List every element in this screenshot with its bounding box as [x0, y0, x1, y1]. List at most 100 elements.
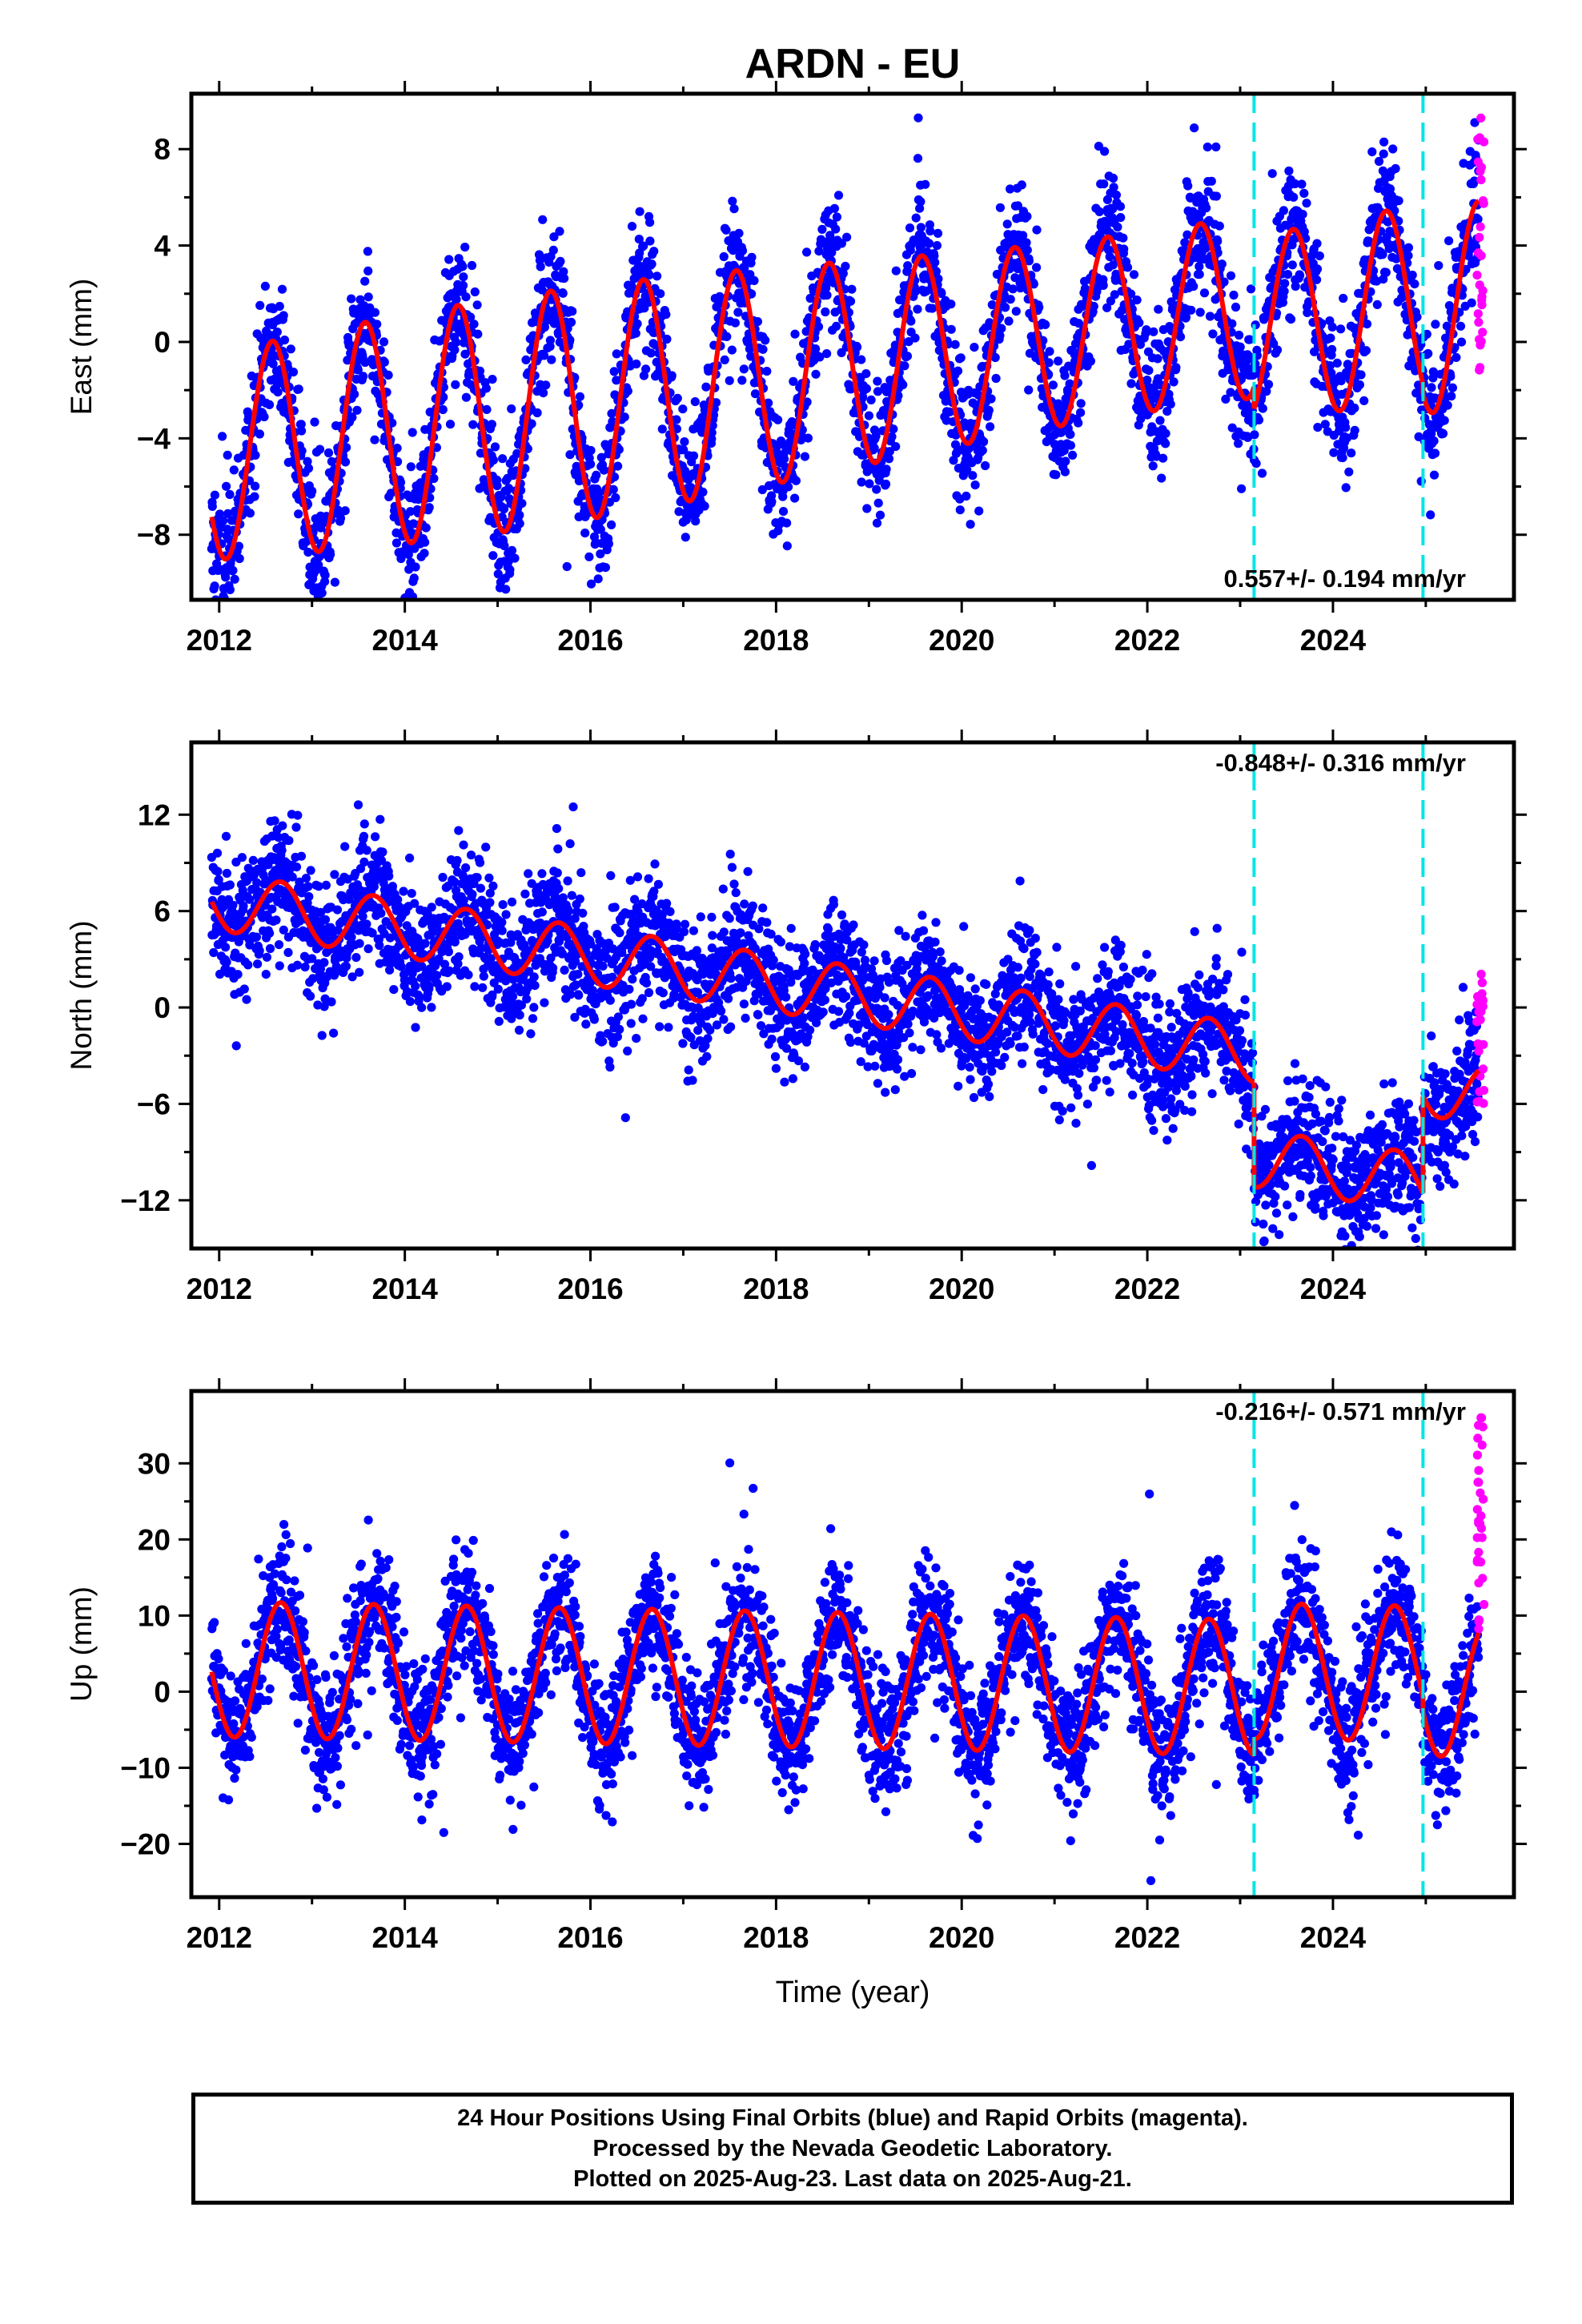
final-point [396, 962, 406, 971]
final-point [251, 932, 261, 942]
final-point [523, 444, 532, 454]
final-point [681, 533, 690, 542]
final-point [259, 412, 269, 422]
final-point [747, 252, 757, 262]
final-point [353, 800, 363, 810]
final-point [296, 851, 307, 861]
final-point [541, 380, 551, 390]
final-point [278, 821, 287, 830]
final-point [294, 509, 303, 519]
final-point [363, 247, 372, 256]
final-point [452, 295, 461, 304]
final-point [1361, 346, 1371, 356]
final-point [1254, 415, 1264, 425]
final-point [725, 376, 734, 385]
final-point [970, 480, 980, 490]
final-point [405, 853, 415, 862]
final-point [986, 422, 995, 432]
final-point [284, 836, 294, 846]
final-point [700, 501, 709, 511]
final-point [811, 344, 821, 354]
final-point [409, 573, 419, 583]
final-point [926, 226, 935, 236]
final-point [228, 565, 238, 575]
final-point [605, 995, 615, 1005]
final-point [488, 375, 497, 384]
final-point [1001, 303, 1010, 312]
final-point [255, 429, 264, 439]
final-point [438, 872, 448, 883]
final-point [817, 224, 827, 234]
final-point [461, 292, 471, 302]
final-point [563, 876, 572, 886]
final-point [537, 869, 547, 879]
final-point [340, 842, 350, 851]
final-point [363, 944, 373, 954]
final-point [921, 179, 930, 189]
final-point [539, 388, 548, 398]
final-point [379, 357, 389, 367]
rapid-point [1479, 137, 1489, 147]
final-point [231, 1041, 241, 1051]
final-point [359, 819, 369, 829]
final-point [405, 997, 415, 1007]
final-point [1315, 251, 1324, 261]
final-point [598, 961, 608, 971]
final-point [1456, 321, 1466, 331]
final-point [1429, 436, 1439, 446]
final-point [222, 868, 231, 879]
final-point [1344, 467, 1354, 476]
final-point [679, 445, 689, 455]
final-point [1452, 352, 1461, 362]
final-point [847, 284, 857, 294]
final-point [864, 411, 873, 420]
final-point [631, 328, 640, 338]
final-point [1347, 448, 1356, 458]
final-point [1105, 252, 1114, 262]
final-point [526, 1029, 536, 1039]
final-point [881, 464, 891, 474]
final-point [721, 225, 731, 235]
final-point [782, 541, 792, 551]
final-point [1284, 166, 1294, 176]
x-tick-label: 2020 [929, 624, 994, 657]
final-point [632, 319, 642, 328]
final-point [905, 223, 915, 233]
final-point [873, 498, 883, 508]
final-point [913, 304, 922, 314]
final-point [608, 485, 618, 494]
final-point [530, 981, 540, 991]
final-point [837, 239, 846, 248]
final-point [451, 380, 460, 389]
final-point [520, 889, 530, 899]
final-point [767, 497, 777, 507]
final-point [757, 485, 767, 495]
final-point [627, 999, 636, 1009]
final-point [421, 523, 431, 533]
final-point [555, 227, 564, 236]
final-point [460, 243, 470, 252]
final-point [645, 218, 655, 227]
final-point [507, 545, 517, 556]
final-point [221, 831, 231, 841]
final-point [404, 549, 413, 560]
final-point [1341, 423, 1351, 432]
final-point [1004, 316, 1014, 326]
final-point [245, 509, 255, 518]
final-point [1327, 322, 1337, 332]
final-point [538, 215, 548, 224]
final-point [362, 846, 371, 855]
final-point [615, 1024, 624, 1034]
final-point [493, 984, 503, 994]
final-point [501, 585, 511, 594]
final-point [1298, 210, 1307, 219]
final-point [762, 367, 772, 376]
rapid-point [1476, 336, 1486, 346]
final-point [438, 404, 448, 415]
final-point [729, 204, 739, 214]
final-point [286, 344, 295, 354]
final-point [1339, 293, 1348, 304]
final-point [340, 457, 351, 467]
final-point [274, 940, 284, 950]
final-point [891, 442, 901, 452]
